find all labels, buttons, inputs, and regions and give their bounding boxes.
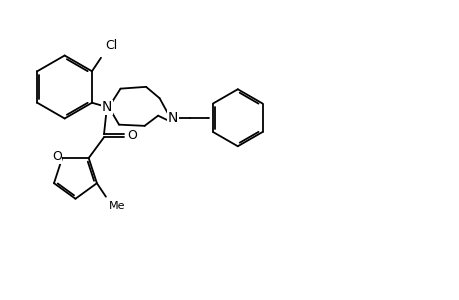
- Text: Me: Me: [109, 201, 125, 211]
- Text: N: N: [168, 111, 178, 125]
- Text: O: O: [127, 129, 137, 142]
- Text: N: N: [101, 100, 112, 114]
- Text: Cl: Cl: [105, 39, 118, 52]
- Text: O: O: [52, 150, 62, 163]
